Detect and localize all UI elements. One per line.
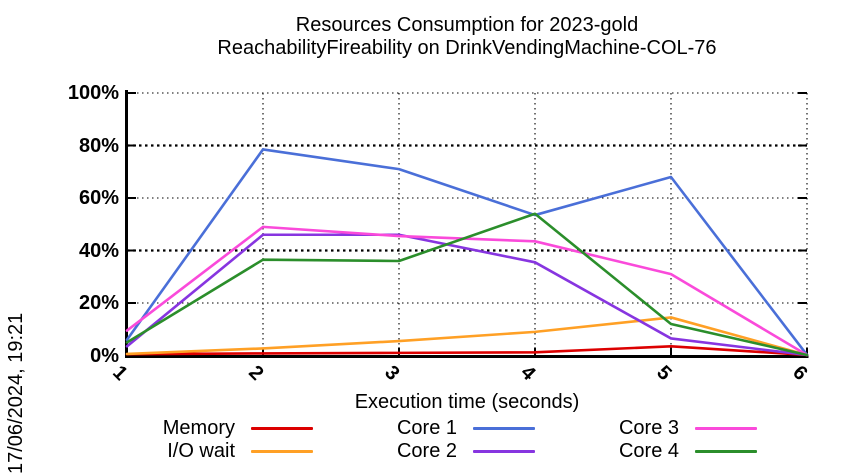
legend-item-core-4: Core 4 [587, 440, 757, 462]
legend-label-core-1: Core 1 [396, 416, 457, 439]
series-line-i-o-wait [125, 316, 809, 357]
series-line-memory [125, 345, 809, 357]
chart-title-line-1: Resources Consumption for 2023-gold [295, 14, 639, 36]
legend-swatch-core-3 [695, 426, 757, 430]
legend-swatch-core-1 [473, 426, 535, 430]
legend-label-core-3: Core 3 [618, 416, 679, 439]
y-tick-label: 100% [67, 82, 119, 104]
legend: Memory I/O wait Core 1 Core 2 Core 3 Core 4 [110, 417, 790, 462]
y-tick-label: 80% [78, 134, 119, 157]
x-axis-title: Execution time (seconds) [354, 391, 580, 413]
y-tick-label: 40% [78, 239, 119, 262]
legend-column: Core 3 Core 4 [587, 417, 757, 462]
legend-swatch-memory [251, 426, 313, 430]
y-tick-label: 20% [78, 292, 119, 314]
legend-item-core-3: Core 3 [587, 417, 757, 439]
legend-column: Core 1 Core 2 [365, 417, 535, 462]
series-line-core-1 [125, 148, 809, 357]
legend-item-core-2: Core 2 [365, 440, 535, 462]
series-line-core-4 [125, 212, 809, 357]
chart-title-line-2: ReachabilityFireability on DrinkVendingM… [217, 37, 717, 59]
chart-title: Resources Consumption for 2023-gold Reac… [127, 14, 807, 60]
legend-column: Memory I/O wait [143, 417, 313, 462]
legend-item-core-1: Core 1 [365, 417, 535, 439]
legend-swatch-core-2 [473, 449, 535, 453]
legend-label-memory: Memory [162, 416, 235, 439]
legend-label-i-o-wait: I/O wait [167, 439, 235, 462]
y-tick-label: 60% [78, 187, 119, 209]
legend-swatch-core-4 [695, 449, 757, 453]
legend-label-core-2: Core 2 [396, 439, 457, 462]
series-line-core-2 [125, 233, 809, 357]
legend-swatch-i-o-wait [251, 449, 313, 453]
legend-item-i-o-wait: I/O wait [143, 440, 313, 462]
legend-label-core-4: Core 4 [618, 439, 679, 462]
legend-item-memory: Memory [143, 417, 313, 439]
y-tick-label: 0% [90, 344, 119, 367]
